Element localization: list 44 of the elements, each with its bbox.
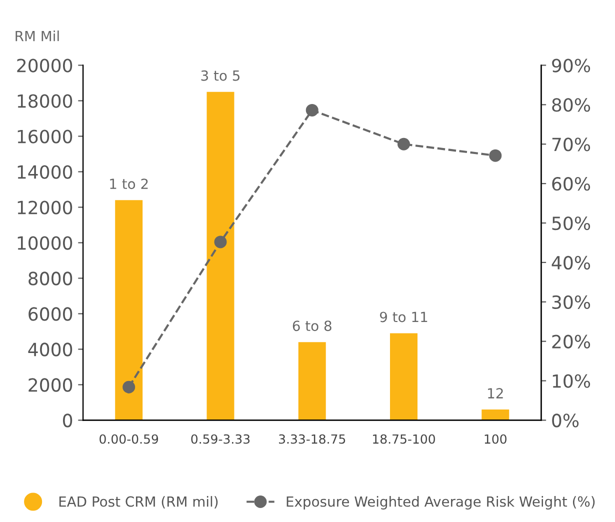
y-tick-label: 2000 (28, 378, 72, 392)
y-tick-label: 12000 (18, 200, 72, 214)
y-tick-label: 20000 (17, 58, 72, 72)
y2-tick-label: 80% (552, 98, 590, 112)
point (397, 138, 410, 150)
bar (390, 333, 418, 420)
bar (206, 92, 234, 420)
x-tick-label: 100 (484, 434, 506, 444)
legend-label: EAD Post CRM (RM mil) (59, 496, 218, 508)
y2-tick-label: 40% (552, 256, 590, 270)
bar (298, 342, 326, 420)
y-tick-label: 18000 (18, 94, 72, 108)
point (489, 149, 502, 162)
y-tick-label: 0 (63, 414, 72, 428)
x-tick-label: 3.33-18.75 (279, 434, 346, 444)
point (306, 104, 318, 116)
legend-label: Exposure Weighted Average Risk Weight (%) (286, 496, 595, 510)
bar (482, 410, 510, 420)
y2-tick-label: 60% (552, 177, 590, 191)
y2-tick-label: 50% (552, 216, 590, 230)
point (122, 380, 136, 394)
y-tick-label: 8000 (28, 272, 72, 286)
annotation: 6 to 8 (292, 320, 332, 332)
annotation: 9 to 11 (380, 312, 428, 322)
annotation: 1 to 2 (110, 178, 148, 190)
y-tick-label: 14000 (18, 165, 72, 179)
y2-tick-label: 20% (552, 334, 590, 348)
y2-tick-label: 30% (552, 295, 590, 310)
y-tick-label: 16000 (18, 130, 72, 144)
y2-tick-label: 10% (552, 374, 590, 388)
bar (115, 200, 143, 420)
y2-tick-label: 90% (552, 58, 590, 72)
y-axis-title: RM Mil (16, 30, 59, 42)
y-tick-label: 6000 (28, 307, 72, 321)
y2-tick-label: 0% (552, 414, 579, 428)
y-tick-label: 4000 (28, 342, 72, 356)
x-tick-label: 18.75-100 (373, 434, 435, 444)
annotation: 3 to 5 (201, 70, 240, 81)
x-tick-label: 0.00-0.59 (100, 434, 158, 444)
y-tick-label: 10000 (18, 236, 72, 250)
point (214, 236, 227, 248)
y2-tick-label: 70% (552, 138, 590, 152)
x-tick-label: 0.59-3.33 (191, 434, 250, 444)
annotation: 12 (488, 388, 503, 398)
